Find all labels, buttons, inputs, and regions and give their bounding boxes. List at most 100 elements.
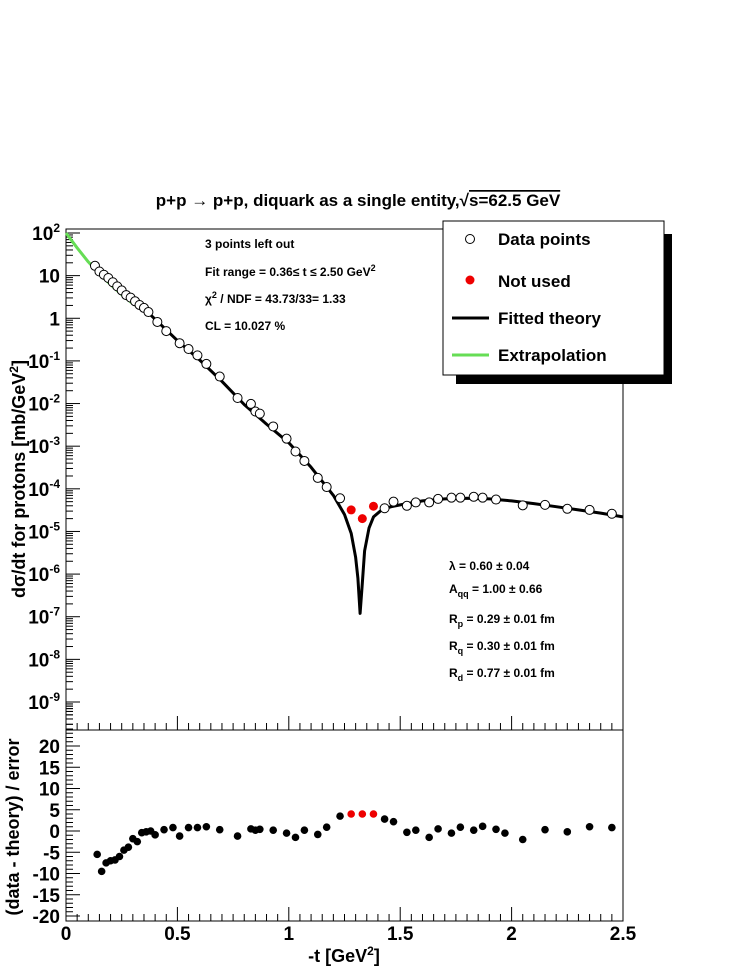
lower-y-tick-label: -10: [33, 865, 60, 886]
lower-y-tick-label: 10: [39, 780, 60, 801]
legend-label-extrapolation: Extrapolation: [498, 346, 607, 365]
data-point: [517, 500, 528, 511]
residual-point: [469, 826, 478, 834]
not-used-residual-point: [358, 810, 367, 818]
data-point: [606, 508, 617, 519]
info-line-2: Fit range = 0.36≤ t ≤ 2.50 GeV2: [205, 263, 376, 279]
residual-point: [456, 823, 465, 831]
upper-plot-area: [64, 232, 624, 615]
residual-point: [478, 822, 487, 831]
residual-point: [175, 832, 184, 840]
residual-point: [233, 832, 242, 840]
residual-point: [97, 867, 106, 876]
info-line-3: χ2 / NDF = 43.73/33= 1.33: [205, 290, 346, 306]
x-axis-label: -t [GeV2]: [308, 944, 380, 966]
data-point: [379, 503, 390, 514]
upper-y-tick-label: 102: [32, 221, 60, 245]
legend-label-not-used: Not used: [498, 272, 571, 291]
data-point: [388, 496, 399, 507]
x-tick-label: 0: [61, 924, 72, 945]
legend-box: [442, 220, 665, 376]
residual-point: [291, 833, 300, 842]
residual-point: [193, 823, 202, 832]
residual-point: [124, 843, 133, 851]
lower-y-tick-label: 0: [49, 822, 60, 843]
data-point: [321, 482, 332, 493]
x-axis: 0 0.5 1 1.5 2 2.5: [61, 907, 637, 945]
residual-point: [133, 837, 142, 846]
upper-y-tick-label: 10-7: [28, 605, 60, 629]
not-used-residual-point: [347, 810, 355, 818]
residual-point: [269, 826, 278, 834]
data-point: [468, 491, 479, 502]
data-point: [299, 455, 310, 466]
residual-point: [608, 823, 616, 832]
residual-point: [563, 828, 572, 836]
lower-y-tick-label: -20: [33, 907, 60, 928]
not-used-point: [346, 505, 356, 515]
data-point: [312, 472, 323, 483]
x-tick-label: 2.5: [610, 924, 637, 945]
residual-point: [447, 829, 456, 837]
lower-y-axis-label: (data - theory) / error: [3, 738, 23, 915]
upper-y-tick-label: 1: [49, 309, 60, 330]
data-point: [491, 494, 502, 505]
data-point: [201, 358, 212, 369]
data-point: [424, 497, 435, 508]
residual-point: [300, 826, 309, 834]
residual-point: [411, 826, 420, 834]
data-point: [433, 493, 444, 504]
data-point: [268, 421, 279, 432]
residual-point: [215, 825, 224, 834]
x-tick-label: 0.5: [164, 924, 191, 945]
fit-info: 3 points left out Fit range = 0.36≤ t ≤ …: [205, 237, 376, 333]
data-point: [183, 344, 194, 355]
data-point: [254, 408, 265, 419]
data-point: [335, 493, 346, 504]
residual-point: [115, 852, 124, 861]
data-point: [161, 326, 172, 337]
residual-point: [93, 850, 101, 859]
legend-label-data-points: Data points: [498, 230, 591, 249]
data-point: [152, 316, 163, 327]
lower-y-tick-label: -5: [43, 843, 60, 864]
upper-y-tick-label: 10-1: [28, 349, 60, 373]
param-rq: Rq = 0.30 ± 0.01 fm: [449, 639, 555, 656]
residual-point: [160, 825, 168, 834]
data-point: [477, 492, 488, 503]
lower-y-tick-label: 20: [39, 737, 60, 758]
lower-y-tick-label: 15: [39, 758, 61, 779]
data-point: [143, 307, 154, 318]
upper-y-tick-label: 10-8: [28, 647, 60, 671]
param-rd: Rd = 0.77 ± 0.01 fm: [449, 666, 555, 683]
residual-point: [380, 815, 389, 823]
upper-y-tick-label: 10-9: [28, 690, 60, 714]
data-point: [245, 398, 256, 409]
info-line-1: 3 points left out: [205, 237, 294, 251]
residual-point: [256, 825, 264, 834]
data-point: [562, 503, 573, 514]
info-line-4: CL = 10.027 %: [205, 319, 285, 333]
legend: Data points Not used Fitted theory Extra…: [442, 220, 672, 384]
residual-point: [389, 817, 398, 826]
data-point: [584, 504, 595, 515]
upper-y-tick-label: 10-3: [28, 434, 60, 458]
data-point: [174, 338, 185, 349]
residual-point: [202, 822, 211, 831]
data-point: [410, 497, 421, 508]
upper-y-tick-label: 10-5: [28, 519, 60, 543]
residual-point: [322, 823, 331, 831]
data-point: [401, 500, 412, 511]
x-tick-label: 1.5: [387, 924, 414, 945]
x-tick-label: 2: [506, 924, 517, 945]
residual-point: [518, 835, 527, 844]
lower-plot-area: [93, 810, 616, 876]
upper-y-tick-label: 10-4: [28, 477, 60, 501]
upper-x-ticks: [65, 716, 624, 730]
param-rp: Rp = 0.29 ± 0.01 fm: [449, 612, 555, 629]
residual-point: [282, 829, 291, 837]
not-used-point: [357, 514, 367, 524]
upper-y-tick-label: 10: [39, 267, 60, 288]
